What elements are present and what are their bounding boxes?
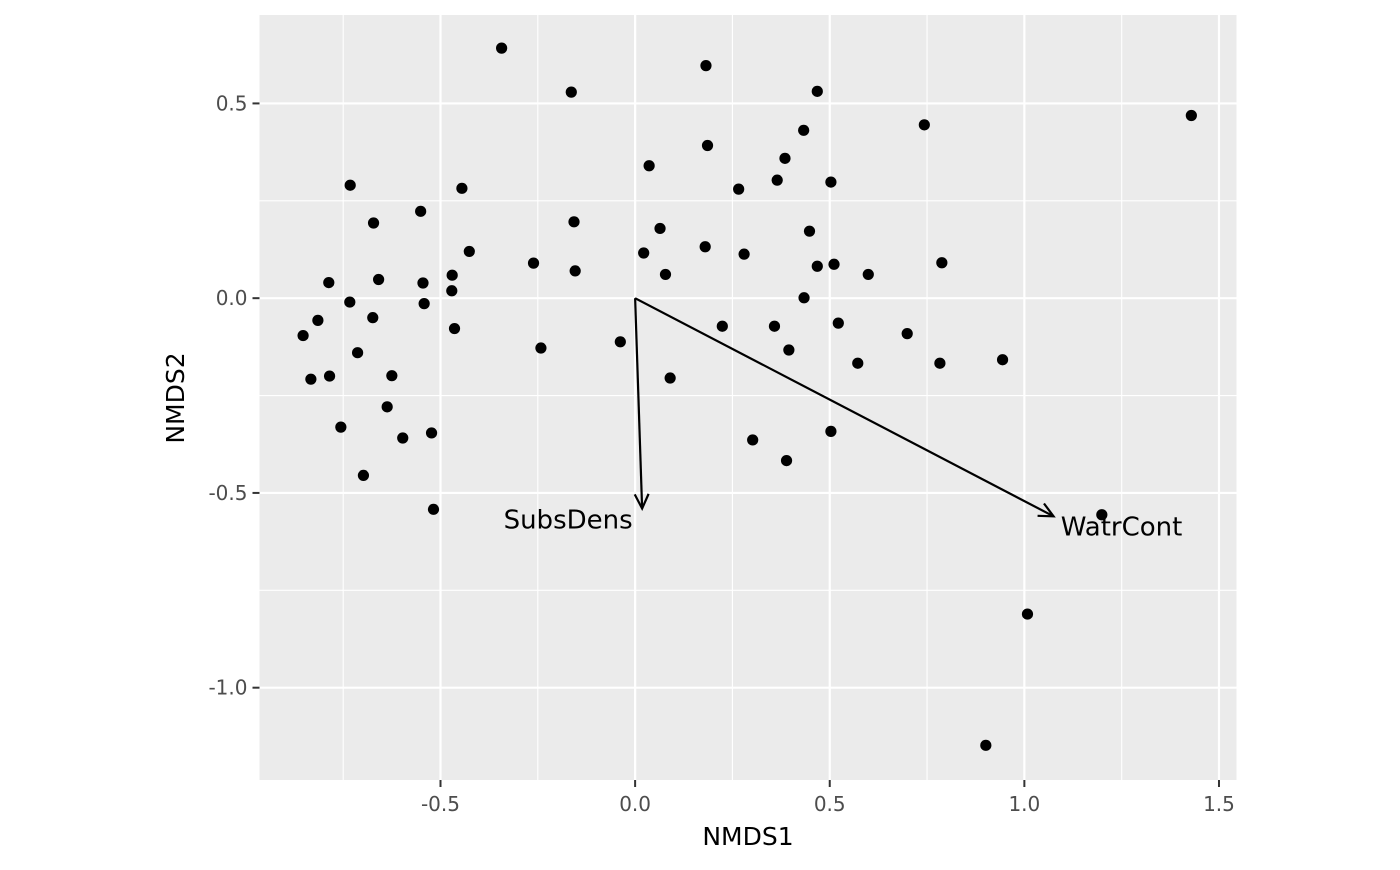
x-tick-label: 0.0 [619,792,651,816]
data-point [934,357,946,369]
data-point [659,268,672,281]
x-tick-label: 1.0 [1008,792,1040,816]
data-point [297,329,309,342]
data-point [386,370,398,382]
grid-major [259,15,1237,780]
data-point [418,298,430,310]
data-point [357,469,370,482]
points-layer [297,42,1197,751]
data-point [1096,509,1108,521]
data-point [701,139,714,152]
data-point [980,739,992,751]
data-point [779,152,791,164]
data-point [798,292,810,304]
vector-arrow-line [634,297,1055,518]
data-point [798,124,810,136]
vector-arrowhead [633,493,650,512]
x-tick-label: -0.5 [421,792,460,816]
data-point [344,179,356,191]
data-point [323,276,335,289]
data-point [312,314,324,326]
data-point [397,432,409,444]
data-point [463,245,475,258]
data-point [771,174,783,186]
data-point [535,342,547,354]
data-point [936,257,948,269]
x-axis: -0.5 0.0 0.5 1.0 1.5 [421,780,1235,816]
data-point [614,336,626,348]
data-point [425,427,438,439]
data-point [335,421,347,433]
data-point [832,317,844,329]
data-point [446,285,458,297]
vector-label: SubsDens [504,506,633,536]
vectors-layer: SubsDens WatrCont [504,297,1183,542]
data-point [569,265,581,277]
vector-label: WatrCont [1061,512,1183,542]
x-tick-label: 1.5 [1203,792,1235,816]
data-point [373,273,385,286]
data-point [825,425,837,437]
data-point [738,248,750,260]
y-tick-label: 0.5 [216,91,248,115]
data-point [456,182,468,194]
data-point [565,86,577,98]
data-point [568,216,580,228]
x-tick-label: 0.5 [814,792,846,816]
data-point [305,373,317,385]
y-tick-label: -0.5 [208,481,247,505]
data-point [783,344,795,356]
data-point [367,312,379,324]
y-tick-label: -1.0 [208,676,247,700]
plot-panel [259,15,1237,780]
data-point [862,268,874,281]
vector-arrowhead [1037,502,1056,518]
data-point [448,322,461,335]
data-point [344,296,356,308]
data-point [496,42,508,54]
data-point [664,372,676,384]
data-point [733,183,745,195]
data-point [643,160,655,172]
data-point [415,205,427,217]
data-point [1021,608,1034,620]
data-point [716,320,728,332]
data-point [700,60,712,72]
data-point [446,269,458,281]
data-point [918,119,930,131]
data-point [1185,109,1197,122]
data-point [527,257,540,269]
data-point [811,260,823,272]
data-point [768,320,781,332]
y-axis-title: NMDS2 [161,352,190,443]
data-point [803,225,816,237]
data-point [654,222,666,235]
data-point [828,258,840,270]
data-point [996,354,1009,366]
vector-arrow-line [634,298,644,509]
grid-minor [259,15,1237,780]
data-point [747,434,759,446]
data-point [825,176,837,188]
data-point [901,328,913,340]
y-tick-label: 0.0 [216,286,248,310]
data-point [381,401,393,413]
data-point [351,347,364,359]
data-point [811,85,823,97]
data-point [417,277,429,289]
x-axis-title: NMDS1 [702,822,793,851]
data-point [427,503,440,515]
y-axis: -1.0 -0.5 0.0 0.5 [208,91,260,700]
data-point [323,370,336,382]
data-point [699,241,711,253]
data-point [780,455,793,467]
data-point [852,357,864,369]
data-point [638,247,650,259]
data-point [367,217,380,229]
